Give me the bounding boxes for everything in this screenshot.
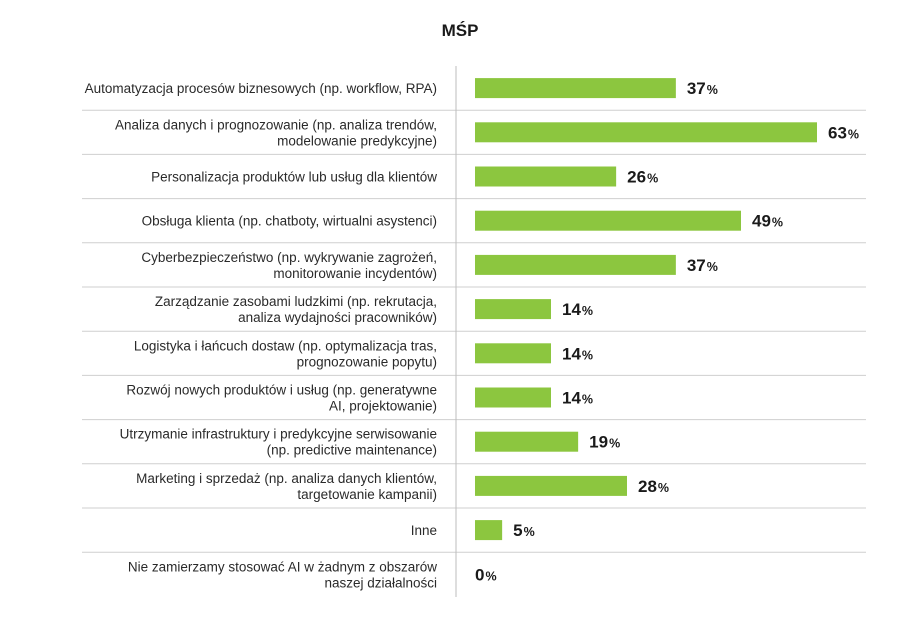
chart-title: MŚP: [442, 21, 479, 40]
bar: [475, 343, 551, 364]
data-label: 14%: [562, 300, 593, 319]
category-label: Personalizacja produktów lub usług dla k…: [151, 170, 437, 185]
bar: [475, 166, 617, 187]
data-label: 14%: [562, 389, 593, 408]
category-label: Inne: [411, 523, 437, 538]
data-label: 28%: [638, 477, 669, 496]
category-label: Obsługa klienta (np. chatboty, wirtualni…: [142, 214, 437, 229]
data-label: 0%: [475, 565, 497, 584]
bar: [475, 254, 676, 275]
category-label: Rozwój nowych produktów i usług (np. gen…: [126, 383, 437, 414]
category-label: Automatyzacja procesów biznesowych (np. …: [85, 81, 437, 96]
data-label: 37%: [687, 256, 718, 275]
category-label: Cyberbezpieczeństwo (np. wykrywanie zagr…: [141, 250, 437, 281]
bar: [475, 431, 579, 452]
chart-rows: Automatyzacja procesów biznesowych (np. …: [82, 78, 866, 590]
bar: [475, 475, 627, 496]
category-label: Analiza danych i prognozowanie (np. anal…: [115, 117, 437, 148]
bar: [475, 122, 817, 143]
bar: [475, 210, 741, 231]
category-label: Utrzymanie infrastruktury i predykcyjne …: [120, 427, 437, 458]
data-label: 37%: [687, 79, 718, 98]
bar: [475, 299, 551, 320]
category-label: Zarządzanie zasobami ludzkimi (np. rekru…: [155, 294, 437, 325]
category-label: Logistyka i łańcuch dostaw (np. optymali…: [134, 338, 437, 369]
data-label: 26%: [627, 168, 658, 187]
data-label: 49%: [752, 212, 783, 231]
bar: [475, 387, 551, 408]
data-label: 19%: [589, 433, 620, 452]
data-label: 14%: [562, 344, 593, 363]
category-label: Nie zamierzamy stosować AI w żadnym z ob…: [128, 559, 437, 590]
data-label: 5%: [513, 521, 535, 540]
category-label: Marketing i sprzedaż (np. analiza danych…: [136, 471, 437, 502]
bar: [475, 520, 503, 541]
bar: [475, 78, 676, 99]
data-label: 63%: [828, 123, 859, 142]
